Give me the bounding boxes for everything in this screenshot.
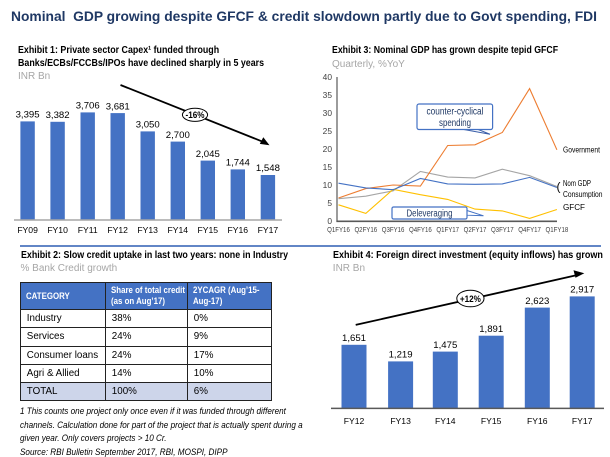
svg-text:Q1FY17: Q1FY17 <box>436 225 459 234</box>
svg-text:25: 25 <box>323 126 333 136</box>
svg-text:1,548: 1,548 <box>256 163 280 174</box>
svg-text:40: 40 <box>323 72 333 82</box>
svg-text:Q2FY16: Q2FY16 <box>354 225 377 234</box>
svg-text:Nom GDP: Nom GDP <box>563 179 591 188</box>
svg-text:Q4FY17: Q4FY17 <box>518 225 541 234</box>
svg-text:Q1FY18: Q1FY18 <box>546 225 569 234</box>
svg-text:FY10: FY10 <box>47 225 68 235</box>
svg-text:2,045: 2,045 <box>196 149 220 160</box>
svg-text:1,744: 1,744 <box>226 158 251 169</box>
svg-text:3,050: 3,050 <box>136 120 160 131</box>
svg-text:1,891: 1,891 <box>479 324 503 335</box>
svg-text:3,382: 3,382 <box>46 110 70 121</box>
svg-text:Consumption: Consumption <box>563 190 603 199</box>
svg-text:2,917: 2,917 <box>570 285 594 296</box>
svg-text:0: 0 <box>327 216 332 226</box>
svg-text:5: 5 <box>327 198 332 208</box>
svg-text:Q3FY16: Q3FY16 <box>382 225 405 234</box>
svg-text:Q3FY17: Q3FY17 <box>491 225 514 234</box>
svg-text:+12%: +12% <box>460 294 481 304</box>
svg-text:(: ( <box>557 180 561 194</box>
svg-text:counter-cyclical: counter-cyclical <box>427 107 484 118</box>
svg-text:spending: spending <box>439 118 471 129</box>
svg-text:Q4FY16: Q4FY16 <box>409 225 432 234</box>
svg-text:FY14: FY14 <box>435 416 456 426</box>
svg-text:2,700: 2,700 <box>166 130 190 141</box>
svg-text:Deleveraging: Deleveraging <box>407 209 453 220</box>
svg-text:FY15: FY15 <box>481 416 502 426</box>
svg-text:FY15: FY15 <box>198 225 219 235</box>
svg-text:GFCF: GFCF <box>563 203 585 212</box>
svg-text:1,651: 1,651 <box>342 333 366 344</box>
svg-text:FY17: FY17 <box>258 225 279 235</box>
svg-text:3,395: 3,395 <box>16 110 40 121</box>
svg-text:FY16: FY16 <box>228 225 249 235</box>
svg-text:FY13: FY13 <box>390 416 411 426</box>
svg-text:Government: Government <box>563 146 601 155</box>
svg-text:10: 10 <box>323 180 333 190</box>
svg-text:FY17: FY17 <box>572 416 593 426</box>
svg-text:20: 20 <box>323 144 333 154</box>
svg-text:2,623: 2,623 <box>525 296 549 307</box>
svg-text:1,475: 1,475 <box>433 340 457 351</box>
svg-text:FY09: FY09 <box>17 225 38 235</box>
svg-text:3,681: 3,681 <box>106 101 130 112</box>
svg-text:Q1FY16: Q1FY16 <box>327 225 350 234</box>
svg-text:30: 30 <box>323 108 333 118</box>
svg-text:Q2FY17: Q2FY17 <box>464 225 487 234</box>
svg-text:FY11: FY11 <box>78 225 98 235</box>
svg-text:35: 35 <box>323 90 333 100</box>
svg-text:FY16: FY16 <box>527 416 548 426</box>
svg-text:-16%: -16% <box>186 110 205 120</box>
svg-text:FY14: FY14 <box>168 225 189 235</box>
svg-text:FY12: FY12 <box>344 416 365 426</box>
svg-text:FY13: FY13 <box>137 225 158 235</box>
svg-text:1,219: 1,219 <box>389 350 413 361</box>
svg-text:3,706: 3,706 <box>76 101 100 112</box>
svg-text:15: 15 <box>323 162 333 172</box>
svg-text:FY12: FY12 <box>107 225 128 235</box>
